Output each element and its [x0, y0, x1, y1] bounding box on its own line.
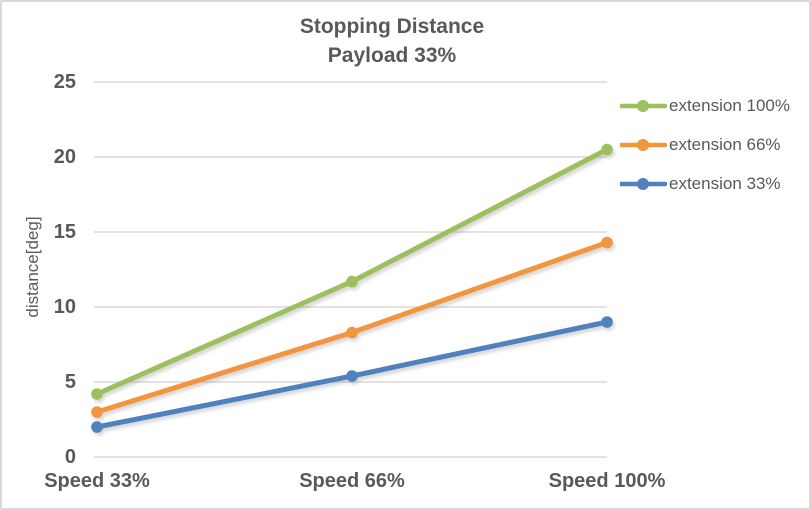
legend-label: extension 33%	[669, 173, 781, 193]
y-tick-label: 15	[53, 221, 76, 243]
data-point-marker	[601, 236, 613, 249]
chart-title-line2: Payload 33%	[327, 44, 457, 67]
y-tick-label: 20	[53, 146, 76, 168]
chart-title-line1: Stopping Distance	[299, 15, 485, 38]
y-tick-label: 25	[53, 71, 76, 93]
data-point-marker	[346, 326, 358, 339]
legend-marker-icon	[620, 138, 667, 151]
series-extension-100-	[91, 143, 613, 400]
legend-marker-icon	[620, 99, 667, 112]
series-extension-33-	[91, 316, 613, 433]
y-tick-label: 10	[53, 296, 76, 318]
data-point-marker	[601, 316, 613, 328]
legend-label: extension 100%	[669, 95, 790, 115]
data-point-marker	[91, 406, 103, 418]
legend-item: extension 100%	[620, 86, 790, 125]
x-category-label: Speed 100%	[548, 470, 666, 492]
legend-item: extension 33%	[620, 164, 790, 203]
x-category-label: Speed 33%	[44, 470, 150, 492]
legend-marker-icon	[620, 177, 667, 190]
legend: extension 100% extension 66% extension 33%	[620, 86, 790, 203]
data-point-marker	[346, 370, 358, 382]
data-point-marker	[601, 143, 613, 156]
y-tick-label: 0	[64, 446, 76, 468]
data-point-marker	[91, 421, 103, 433]
legend-label: extension 66%	[669, 134, 781, 154]
series-extension-66-	[91, 236, 613, 418]
data-point-marker	[91, 388, 103, 400]
legend-item: extension 66%	[620, 125, 790, 164]
y-tick-label: 5	[64, 371, 76, 393]
chart-title: Stopping Distance Payload 33%	[2, 12, 782, 70]
x-category-label: Speed 66%	[299, 470, 405, 492]
data-point-marker	[346, 275, 358, 288]
